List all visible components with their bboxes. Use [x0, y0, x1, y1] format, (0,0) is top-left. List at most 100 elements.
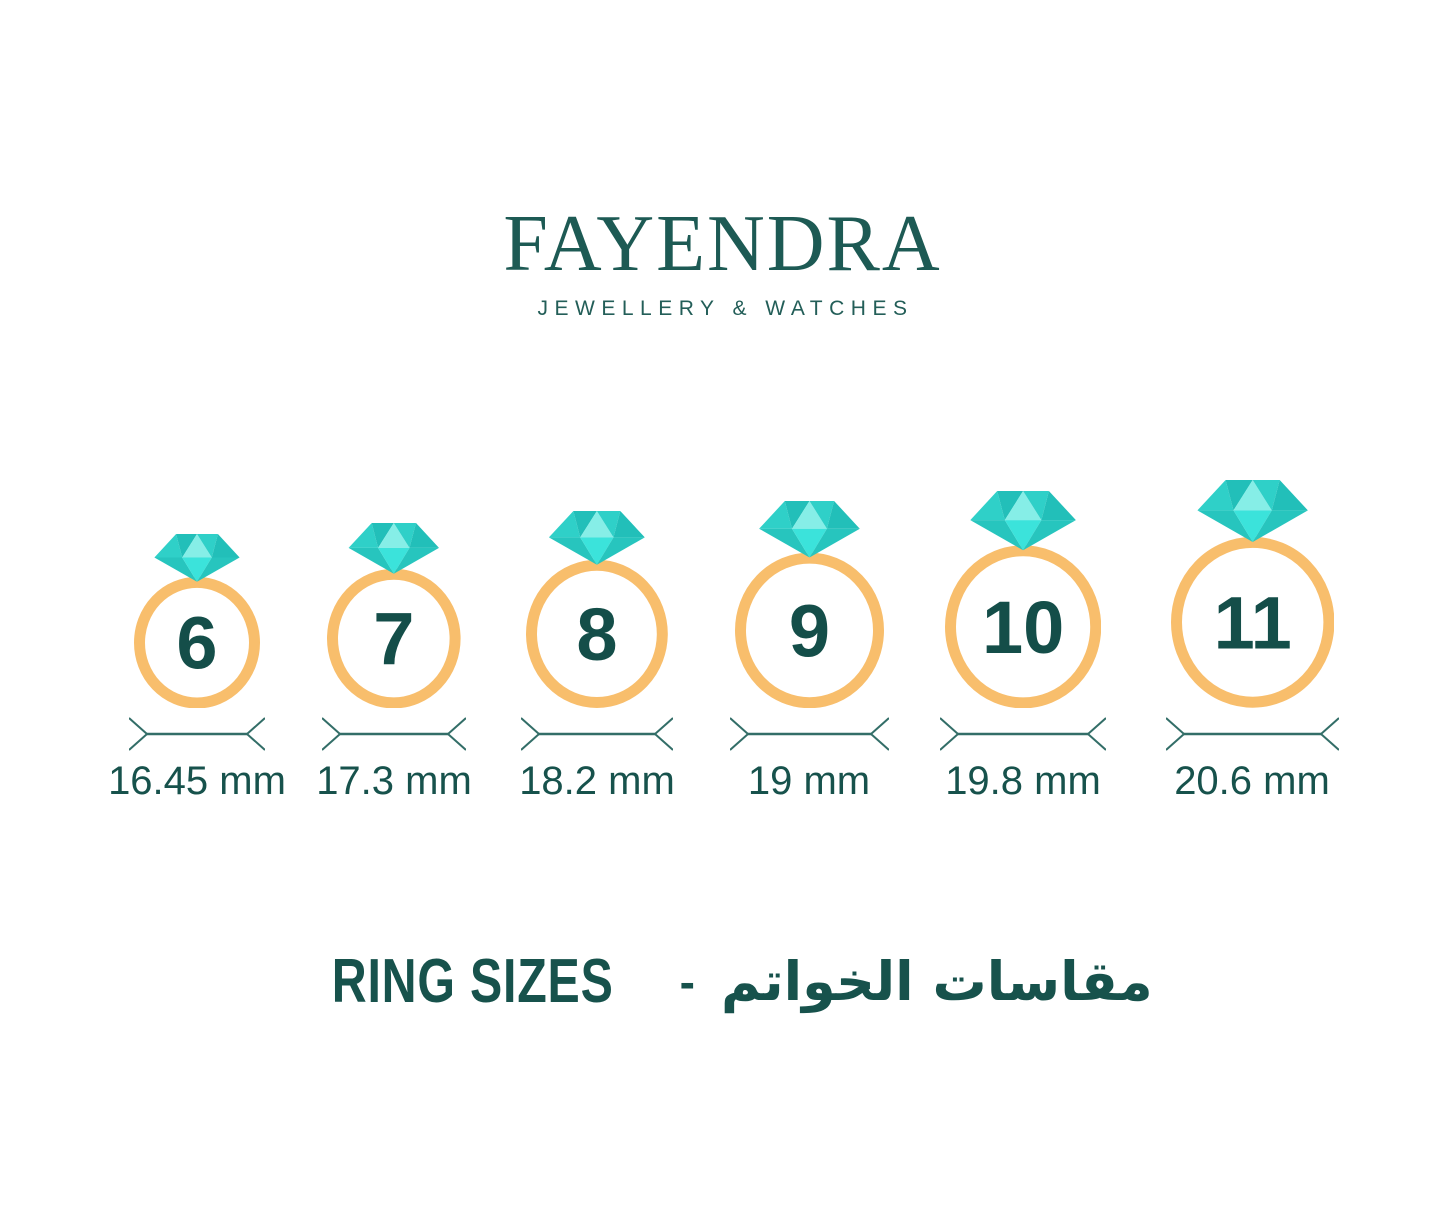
- diamond-facet: [182, 557, 212, 582]
- diamond-facet: [784, 501, 809, 529]
- dimension-line: [322, 717, 466, 751]
- ring-band: [134, 576, 260, 708]
- dimension-arrow-left: [521, 717, 541, 751]
- diamond-icon: [154, 534, 240, 582]
- diamond-facet: [1271, 480, 1308, 511]
- dimension-line: [521, 717, 673, 751]
- diamond-facet: [758, 501, 792, 529]
- dimension-arrow-left: [1165, 717, 1186, 751]
- ring-diameter-label: 19.8 mm: [945, 759, 1101, 803]
- caption-arabic: مقاسات الخواتم: [721, 949, 1153, 1013]
- diamond-facet: [758, 528, 809, 558]
- dimension-arrow-right: [1318, 717, 1339, 751]
- ring-item: 6 16.45 mm: [87, 534, 307, 803]
- brand-header: FAYENDRA JEWELLERY & WATCHES: [0, 204, 1445, 321]
- dimension-arrow-right: [868, 717, 889, 751]
- ring-band: [327, 568, 461, 708]
- dimension-arrow-right: [446, 717, 466, 751]
- diamond-icon: [348, 523, 439, 574]
- ring-graphic: 6: [134, 534, 260, 708]
- diamond-facet: [1225, 480, 1253, 511]
- diamond-facet: [197, 534, 218, 558]
- diamond-facet: [1233, 480, 1272, 511]
- caption: RING SIZES - مقاسات الخواتم: [0, 946, 1445, 1017]
- diamond-facet: [371, 523, 394, 548]
- diamond-icon: [758, 501, 860, 558]
- diamond-facet: [826, 501, 860, 529]
- brand-logo: FAYENDRA: [503, 200, 942, 288]
- diamond-icon: [1196, 480, 1308, 542]
- ring-graphic: 8: [526, 511, 668, 708]
- diamond-facet: [997, 491, 1024, 521]
- diamond-facet: [1004, 520, 1042, 551]
- dimension-line: [129, 717, 265, 751]
- diamond-facet: [580, 511, 614, 538]
- ring-diameter-label: 16.45 mm: [108, 759, 286, 803]
- diamond-facet: [176, 534, 197, 558]
- diamond-facet: [182, 534, 212, 558]
- ring-diameter-label: 20.6 mm: [1174, 759, 1330, 803]
- ring-graphic: 7: [327, 523, 461, 708]
- diamond-facet: [1023, 491, 1049, 521]
- ring-item: 9 19 mm: [699, 501, 919, 803]
- ring-band: [734, 552, 884, 708]
- brand-tagline: JEWELLERY & WATCHES: [537, 297, 914, 320]
- ring-band: [526, 559, 668, 708]
- ring-graphic: 9: [734, 501, 884, 708]
- diamond-facet: [409, 523, 439, 548]
- ring-item: 10 19.8 mm: [913, 491, 1133, 803]
- diamond-facet: [573, 511, 597, 538]
- caption-separator: -: [679, 955, 695, 1008]
- ring-size-number: 11: [1213, 581, 1291, 664]
- ring-size-number: 6: [176, 602, 217, 685]
- ring-band: [1170, 536, 1334, 708]
- diamond-facet: [596, 537, 645, 565]
- ring-size-number: 7: [373, 598, 414, 681]
- dimension-line: [1165, 717, 1339, 751]
- dimension-arrow-right: [1086, 717, 1106, 751]
- diamond-facet: [791, 528, 827, 558]
- diamond-facet: [1004, 491, 1042, 521]
- ring-graphic: 11: [1170, 480, 1334, 708]
- caption-english: RING SIZES: [332, 947, 614, 1016]
- ring-size-number: 8: [576, 593, 617, 676]
- diamond-facet: [613, 511, 645, 538]
- diamond-facet: [378, 547, 410, 574]
- diamond-facet: [970, 491, 1005, 521]
- ring-diameter-label: 19 mm: [747, 759, 871, 803]
- diamond-facet: [393, 547, 439, 574]
- ring-item: 7 17.3 mm: [284, 523, 504, 803]
- dimension-line: [940, 717, 1106, 751]
- diamond-facet: [154, 534, 183, 558]
- diamond-facet: [348, 523, 379, 548]
- diamond-icon: [970, 491, 1076, 551]
- ring-item: 11 20.6 mm: [1142, 480, 1362, 803]
- dimension-arrow-left: [322, 717, 342, 751]
- ring-size-number: 10: [982, 586, 1064, 669]
- diamond-facet: [1252, 480, 1280, 511]
- ring-band: [945, 545, 1101, 708]
- diamond-facet: [393, 523, 416, 548]
- diamond-facet: [1196, 480, 1233, 511]
- ring-size-number: 9: [788, 589, 829, 672]
- ring-diameter-label: 18.2 mm: [519, 759, 675, 803]
- ring-diameter-label: 17.3 mm: [316, 759, 472, 803]
- diamond-facet: [548, 537, 597, 565]
- dimension-arrow-right: [245, 717, 265, 751]
- diamond-facet: [1041, 491, 1076, 521]
- diamond-facet: [1233, 510, 1272, 542]
- ring-graphic: 10: [945, 491, 1101, 708]
- diamond-facet: [809, 501, 834, 529]
- diamond-facet: [348, 547, 394, 574]
- dimension-arrow-left: [940, 717, 960, 751]
- diamond-facet: [378, 523, 410, 548]
- dimension-arrow-left: [729, 717, 750, 751]
- diamond-facet: [596, 511, 621, 538]
- dimension-arrow-right: [653, 717, 673, 751]
- ring-item: 8 18.2 mm: [487, 511, 707, 803]
- diamond-facet: [211, 534, 240, 558]
- diamond-facet: [548, 511, 581, 538]
- diamond-facet: [580, 537, 614, 565]
- dimension-arrow-left: [129, 717, 149, 751]
